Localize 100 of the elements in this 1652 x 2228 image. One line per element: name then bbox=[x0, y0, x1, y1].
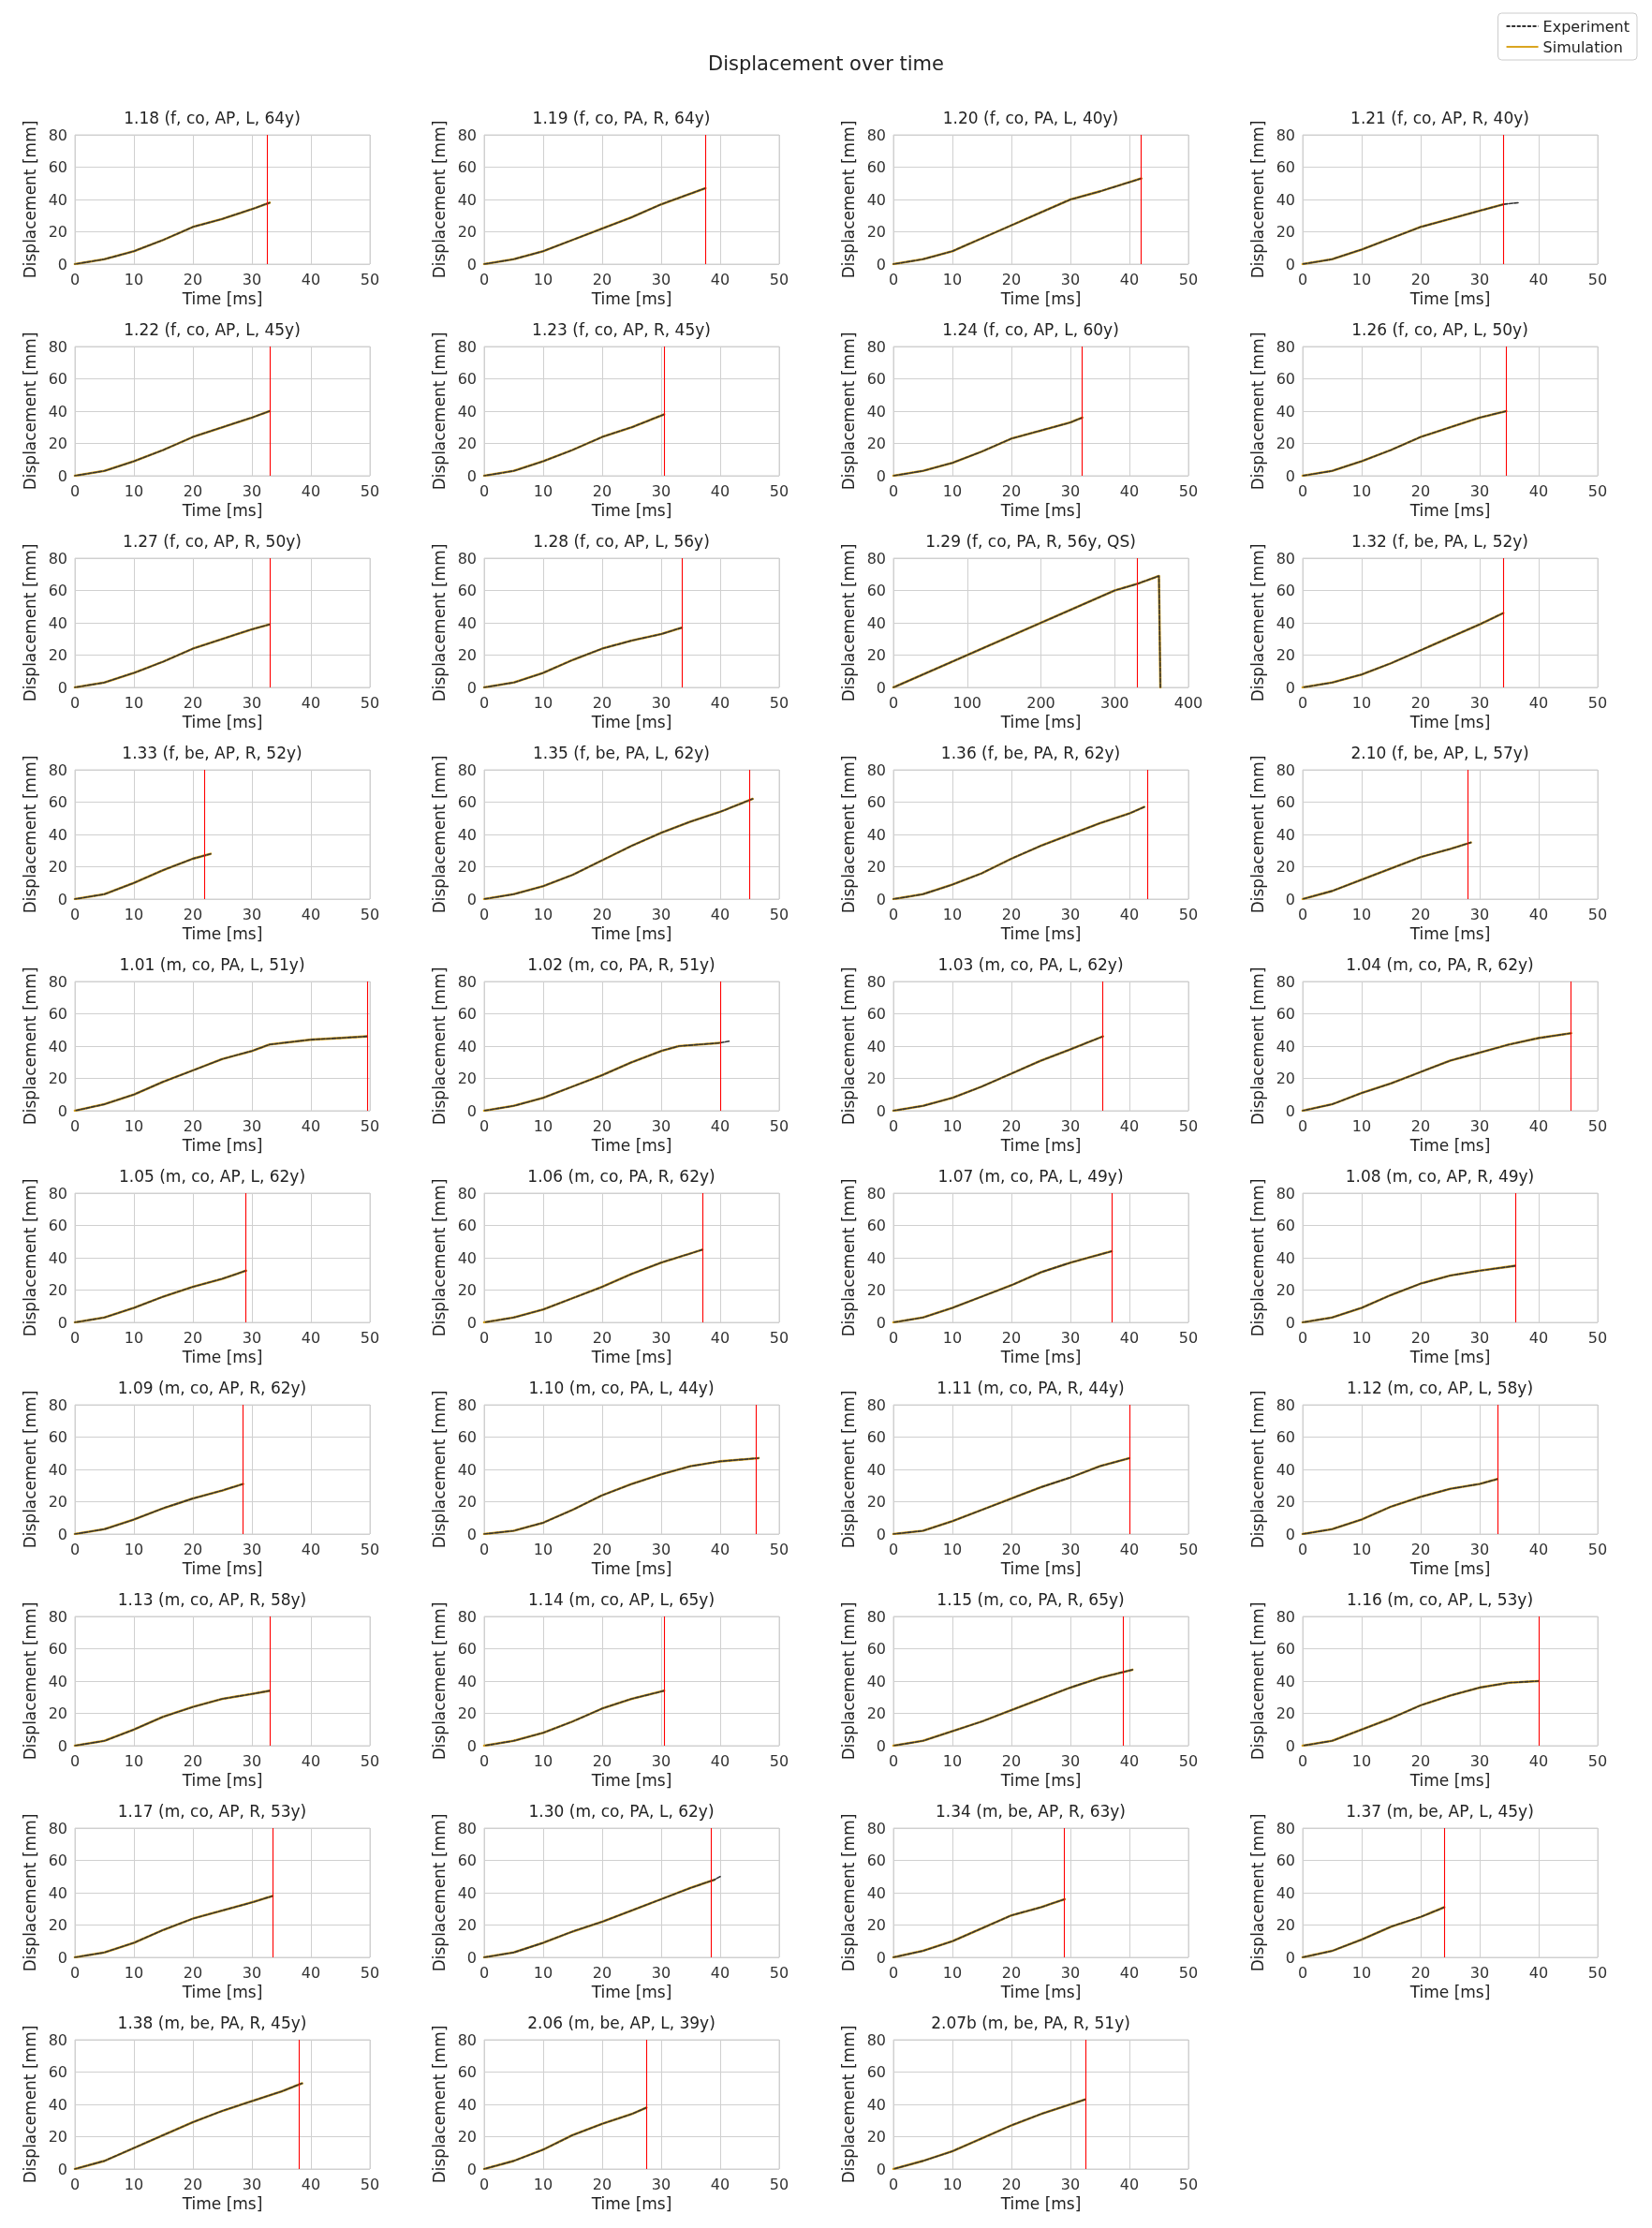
y-axis-title: Displacement [mm] bbox=[430, 1390, 450, 1549]
x-tick-label: 0 bbox=[1297, 270, 1308, 288]
x-axis-title: Time [ms] bbox=[590, 1136, 672, 1156]
y-axis-title: Displacement [mm] bbox=[1248, 332, 1268, 491]
y-tick-label: 80 bbox=[457, 972, 477, 991]
y-axis-title: Displacement [mm] bbox=[1248, 120, 1268, 279]
x-axis-title: Time [ms] bbox=[999, 1983, 1082, 2002]
x-axis-title: Time [ms] bbox=[999, 289, 1082, 309]
y-axis-title: Displacement [mm] bbox=[21, 1390, 40, 1549]
y-tick-label: 60 bbox=[48, 1217, 67, 1234]
chart-title: 1.13 (m, co, AP, R, 58y) bbox=[117, 1589, 307, 1609]
x-tick-label: 300 bbox=[1099, 693, 1129, 712]
y-axis-title: Displacement [mm] bbox=[430, 120, 450, 279]
y-tick-label: 80 bbox=[1276, 1607, 1295, 1626]
y-tick-label: 40 bbox=[866, 190, 886, 209]
y-tick-label: 80 bbox=[866, 1607, 886, 1626]
chart-title: 1.02 (m, co, PA, R, 51y) bbox=[527, 954, 715, 974]
y-tick-label: 20 bbox=[866, 435, 886, 452]
y-tick-label: 20 bbox=[1276, 223, 1295, 241]
x-tick-label: 50 bbox=[1587, 1540, 1608, 1558]
x-tick-label: 50 bbox=[1587, 481, 1608, 500]
y-tick-label: 60 bbox=[457, 1852, 477, 1869]
x-tick-label: 0 bbox=[69, 1116, 81, 1135]
x-tick-label: 50 bbox=[769, 1751, 789, 1770]
x-tick-label: 10 bbox=[533, 1328, 553, 1347]
y-tick-label: 20 bbox=[457, 646, 477, 664]
y-tick-label: 80 bbox=[48, 549, 67, 568]
chart-title: 1.06 (m, co, PA, R, 62y) bbox=[527, 1166, 715, 1186]
y-tick-label: 80 bbox=[457, 1395, 477, 1414]
x-tick-label: 0 bbox=[1297, 693, 1308, 712]
chart-title: 1.15 (m, co, PA, R, 65y) bbox=[937, 1589, 1125, 1609]
x-tick-label: 30 bbox=[1469, 1751, 1490, 1770]
x-tick-label: 20 bbox=[183, 1116, 203, 1135]
x-tick-label: 10 bbox=[124, 1751, 144, 1770]
x-tick-label: 10 bbox=[942, 1328, 963, 1347]
x-tick-label: 20 bbox=[1410, 693, 1431, 712]
x-tick-label: 0 bbox=[888, 1540, 899, 1558]
y-tick-label: 20 bbox=[1276, 646, 1295, 664]
y-tick-label: 0 bbox=[876, 1313, 886, 1332]
x-tick-label: 40 bbox=[1119, 2175, 1140, 2193]
y-tick-label: 0 bbox=[876, 255, 886, 273]
x-tick-label: 20 bbox=[592, 1751, 612, 1770]
x-tick-label: 40 bbox=[1119, 1328, 1140, 1347]
y-tick-label: 20 bbox=[48, 1916, 67, 1934]
x-tick-label: 30 bbox=[1060, 1963, 1081, 1982]
x-axis-title: Time [ms] bbox=[590, 924, 672, 944]
y-tick-label: 80 bbox=[1276, 337, 1295, 356]
x-tick-label: 10 bbox=[942, 1751, 963, 1770]
y-tick-label: 80 bbox=[866, 1395, 886, 1414]
x-tick-label: 40 bbox=[1528, 1328, 1549, 1347]
y-tick-label: 40 bbox=[48, 402, 67, 421]
x-tick-label: 20 bbox=[1001, 481, 1022, 500]
y-tick-label: 60 bbox=[48, 1852, 67, 1869]
x-tick-label: 10 bbox=[942, 481, 963, 500]
x-axis-title: Time [ms] bbox=[590, 1771, 672, 1791]
x-tick-label: 50 bbox=[1587, 905, 1608, 923]
y-tick-label: 20 bbox=[48, 858, 67, 876]
x-tick-label: 0 bbox=[479, 1540, 490, 1558]
y-tick-label: 60 bbox=[866, 1640, 886, 1658]
y-tick-label: 0 bbox=[57, 1525, 67, 1543]
x-tick-label: 0 bbox=[1297, 1963, 1308, 1982]
x-axis-title: Time [ms] bbox=[590, 1348, 672, 1367]
chart-title: 1.38 (m, be, PA, R, 45y) bbox=[117, 2013, 307, 2032]
x-tick-label: 20 bbox=[1001, 1540, 1022, 1558]
y-tick-label: 80 bbox=[866, 2030, 886, 2049]
x-tick-label: 50 bbox=[769, 1963, 789, 1982]
x-axis-title: Time [ms] bbox=[181, 1983, 263, 2002]
y-tick-label: 40 bbox=[457, 1248, 477, 1267]
y-tick-label: 60 bbox=[457, 1428, 477, 1446]
y-tick-label: 40 bbox=[48, 1460, 67, 1479]
x-tick-label: 50 bbox=[1178, 905, 1199, 923]
y-tick-label: 80 bbox=[1276, 760, 1295, 779]
y-tick-label: 60 bbox=[866, 1428, 886, 1446]
x-tick-label: 10 bbox=[1351, 693, 1372, 712]
x-tick-label: 30 bbox=[651, 481, 671, 500]
x-tick-label: 30 bbox=[651, 1116, 671, 1135]
y-tick-label: 80 bbox=[1276, 125, 1295, 144]
x-tick-label: 20 bbox=[183, 270, 203, 288]
x-tick-label: 50 bbox=[360, 1963, 380, 1982]
x-axis-title: Time [ms] bbox=[999, 713, 1082, 732]
x-tick-label: 0 bbox=[479, 481, 490, 500]
y-tick-label: 60 bbox=[866, 2063, 886, 2081]
chart-title: 2.06 (m, be, AP, L, 39y) bbox=[527, 2013, 715, 2032]
x-tick-label: 20 bbox=[592, 2175, 612, 2193]
x-tick-label: 0 bbox=[479, 1116, 490, 1135]
x-tick-label: 50 bbox=[769, 1116, 789, 1135]
x-tick-label: 40 bbox=[1119, 1963, 1140, 1982]
x-tick-label: 10 bbox=[942, 270, 963, 288]
x-tick-label: 40 bbox=[301, 1751, 321, 1770]
y-axis-title: Displacement [mm] bbox=[430, 966, 450, 1126]
y-axis-title: Displacement [mm] bbox=[430, 332, 450, 491]
x-tick-label: 20 bbox=[1001, 1963, 1022, 1982]
y-tick-label: 0 bbox=[57, 890, 67, 908]
chart-title: 1.37 (m, be, AP, L, 45y) bbox=[1346, 1801, 1534, 1821]
x-tick-label: 10 bbox=[1351, 1540, 1372, 1558]
y-tick-label: 40 bbox=[457, 1883, 477, 1902]
x-tick-label: 40 bbox=[710, 1540, 730, 1558]
x-tick-label: 40 bbox=[1119, 481, 1140, 500]
x-tick-label: 50 bbox=[1178, 1540, 1199, 1558]
y-tick-label: 40 bbox=[48, 1037, 67, 1055]
